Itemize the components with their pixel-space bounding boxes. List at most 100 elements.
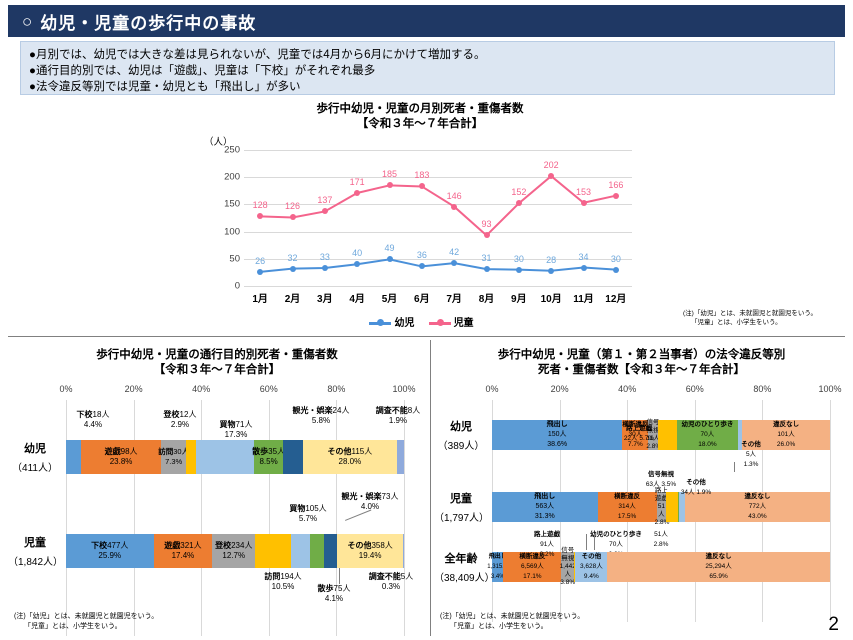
segment-outside-label: 買物71人 17.3%	[219, 420, 253, 439]
chart1-gridline	[244, 258, 632, 260]
x-axis-tick: 20%	[124, 384, 143, 394]
chart1-data-point	[321, 265, 328, 272]
chart1-value-label: 146	[446, 190, 462, 201]
bar-segment-観光・娯楽	[323, 534, 338, 568]
summary-line-3: ●法令違反等別では児童・幼児とも「飛出し」が多い	[29, 81, 301, 93]
segment-outside-label: 路上遊戯 22人 5.7%	[623, 425, 655, 442]
chart1-gridline	[244, 286, 632, 287]
chart1-data-point	[515, 200, 522, 207]
section-divider-horizontal	[8, 336, 845, 337]
chart1-x-tick: 8月	[478, 294, 495, 305]
legend-swatch-jidou	[428, 319, 451, 327]
chart1-data-point	[548, 173, 555, 180]
row-label: 幼児	[24, 443, 46, 455]
chart1-value-label: 93	[481, 219, 492, 230]
row-label: 全年齢	[444, 553, 478, 565]
bar-segment-買物	[290, 534, 310, 568]
left-note-line1: (注)「幼児」とは、未就園児と就園児をいう。	[14, 613, 159, 620]
chart1-y-tick: 200	[224, 171, 240, 183]
bar-segment-遊戯: 遊戯98人 23.8%	[80, 440, 162, 474]
chart1-value-label: 42	[449, 247, 460, 258]
row-sublabel: （389人）	[437, 441, 485, 452]
chart1-legend: 幼児 児童	[180, 314, 660, 329]
chart1-value-label: 28	[546, 254, 557, 265]
travel-purpose-chart: 歩行中幼児・児童の通行目的別死者・重傷者数 【令和３年～７年合計】 0% 20% 4…	[8, 344, 426, 636]
chart1-data-point	[257, 268, 264, 275]
chart1-data-point	[386, 256, 393, 263]
chart1-data-point	[289, 265, 296, 272]
chart1-data-point	[483, 232, 490, 239]
segment-outside-label: 51人 2.8%	[653, 531, 669, 548]
bar-segment-違反なし: 違反なし 772人 43.0%	[684, 492, 831, 522]
leader-line	[586, 534, 587, 550]
chart1-data-point	[321, 208, 328, 215]
chart1-data-point	[354, 189, 361, 196]
bar-segment-その他: その他 3,628人 9.4%	[575, 552, 608, 582]
segment-outside-label: 観光・娯楽24人 5.8%	[292, 406, 350, 425]
legal-violation-chart: 歩行中幼児・児童（第１・第２当事者）の法令違反等別 死者・重傷者数【令和３年～７…	[434, 344, 849, 636]
page-number: 2	[828, 614, 839, 635]
chart1-note-line2: 「児童」とは、小学生をいう。	[691, 319, 782, 326]
chart1-value-label: 166	[608, 179, 624, 190]
bar-segment-その他	[678, 492, 685, 522]
bar-segment-散歩: 散歩35人 8.5%	[252, 440, 285, 474]
x-axis-tick: 100%	[392, 384, 416, 394]
gridline-vertical	[201, 400, 203, 636]
bar-segment-路上遊戯	[657, 420, 678, 450]
table-row: 飛出し 1,315人 3.4% 横断違反 6,569人 17.1% 信号 無視 1,442人 3.…	[487, 547, 830, 586]
right-note: (注)「幼児」とは、未就園児と就園児をいう。 「児童」とは、小学生をいう。	[440, 612, 584, 632]
table-row: 遊戯98人 23.8% 訪問30人 7.3% 散歩35人 8.5% その他115人 28.0%	[66, 440, 404, 474]
row-label: 児童	[24, 537, 46, 549]
page-title: 幼児・児童の歩行中の事故	[40, 13, 257, 33]
bar-segment-幼児のひとり歩き	[677, 492, 679, 522]
bar-segment-調査不能	[402, 534, 404, 568]
chart2-title-line2: 【令和３年～７年合計】	[153, 364, 281, 376]
chart1-gridline	[244, 150, 632, 151]
chart1-x-tick: 5月	[381, 294, 398, 305]
bar-segment-違反なし: 違反なし 25,294人 65.9%	[607, 552, 830, 582]
legend-swatch-youji	[369, 319, 392, 327]
table-row: 飛出し 563人 31.3% 横断違反 314人 17.5% 路上 遊戯 51人 2.8% 違反なし…	[492, 487, 831, 526]
x-axis-tick: 40%	[618, 384, 637, 394]
segment-outside-label: 路上遊戯 91人 0.2%	[534, 531, 560, 558]
chart1-plot-area: 0 50 100 150 200 250 1月 2月 3月 4月 5月 6月 7月 8月 9月 10月 11月 1…	[224, 145, 632, 305]
chart1-value-label: 152	[511, 187, 527, 198]
left-note-line2: 「児童」とは、小学生をいう。	[24, 623, 122, 630]
chart1-data-point	[386, 182, 393, 189]
chart1-data-point	[483, 266, 490, 273]
legend-label-jidou: 児童	[453, 318, 474, 329]
segment-outside-label: その他 5人 1.3%	[741, 441, 761, 468]
chart1-data-point	[612, 266, 619, 273]
chart1-data-point	[289, 214, 296, 221]
bar-segment-その他: その他115人 28.0%	[302, 440, 398, 474]
gridline-vertical	[133, 400, 135, 636]
chart1-gridline	[244, 204, 632, 206]
chart1-value-label: 36	[416, 250, 427, 261]
chart1-data-point	[418, 183, 425, 190]
leader-line	[594, 534, 595, 550]
chart1-x-tick: 7月	[446, 294, 462, 305]
chart1-data-point	[580, 199, 587, 206]
chart1-value-label: 171	[349, 176, 365, 187]
segment-outside-label: 買物105人 5.7%	[289, 504, 327, 523]
bar-segment-下校: 下校477人 25.9%	[66, 534, 154, 568]
bar-segment-路上遊戯	[574, 552, 576, 582]
slide-header: ○ 幼児・児童の歩行中の事故	[8, 5, 845, 37]
row-sublabel: （1,842人）	[8, 557, 64, 568]
section-divider-vertical	[430, 340, 431, 636]
legend-label-youji: 幼児	[394, 318, 415, 329]
chart1-lines	[260, 174, 617, 273]
chart1-x-tick: 2月	[284, 294, 301, 305]
bar-segment-登校	[185, 440, 196, 474]
chart1-value-label: 185	[381, 169, 398, 180]
segment-outside-label: 信号無視 63人 3.5%	[645, 471, 677, 488]
bar-segment-下校	[66, 440, 81, 474]
chart1-gridline	[244, 231, 632, 233]
bar-segment-調査不能	[397, 440, 404, 474]
bar-segment-横断違反: 横断違反 314人 17.5%	[597, 492, 657, 522]
chart1-unit-label: （人）	[204, 137, 233, 148]
bar-segment-飛出し: 飛出し 1,315人 3.4%	[487, 552, 509, 582]
chart1-value-label: 202	[543, 160, 559, 171]
chart1-x-tick: 6月	[414, 294, 430, 305]
